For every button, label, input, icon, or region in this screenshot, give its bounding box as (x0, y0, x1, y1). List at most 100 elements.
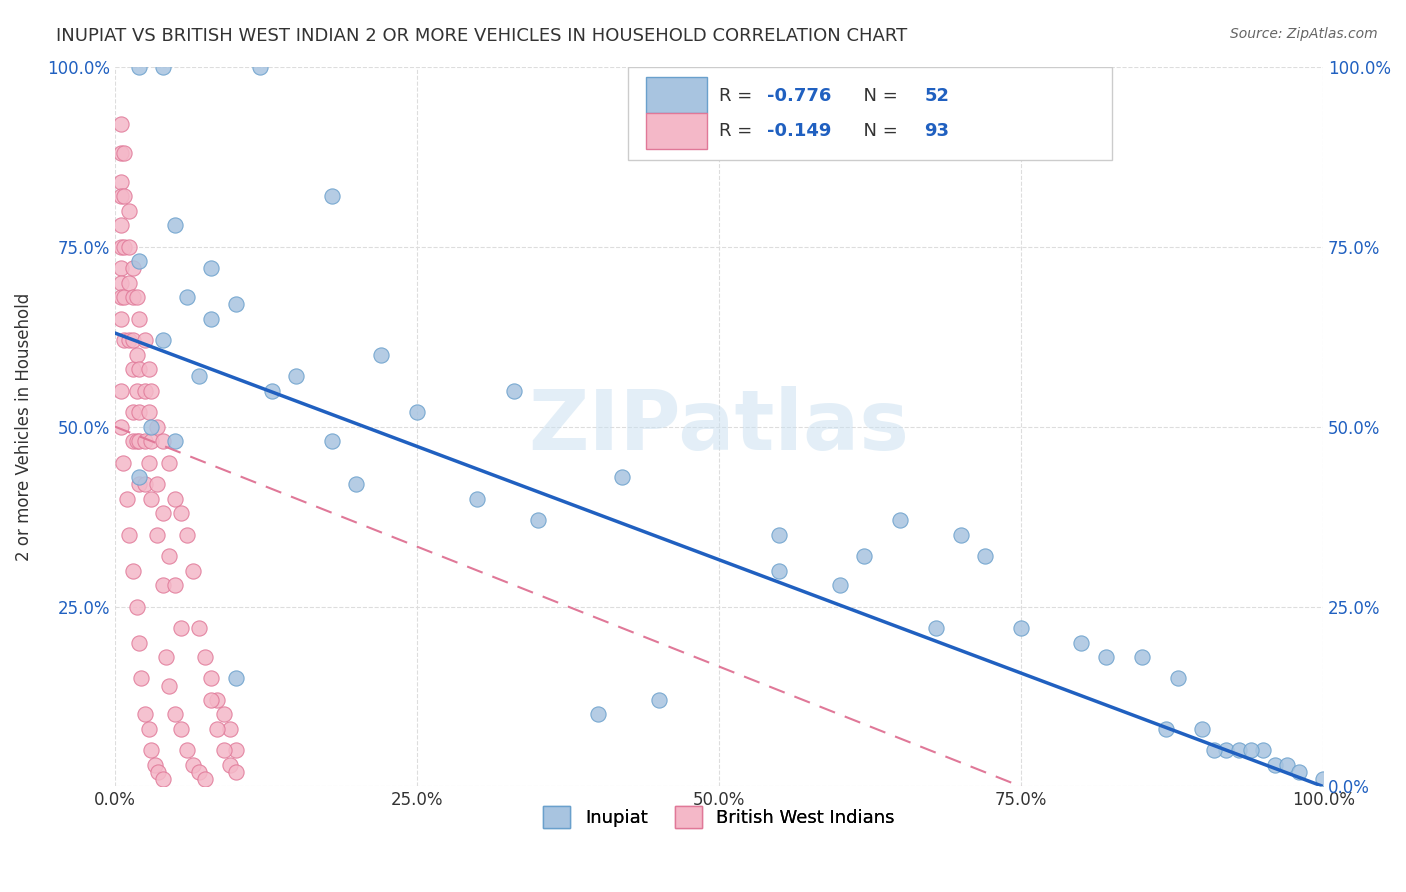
Point (110, 384, 132, 398)
Point (321, 189, 343, 203)
Point (110, 276, 132, 290)
Point (139, 419, 162, 434)
Point (122, 362, 145, 376)
Text: N =: N = (852, 122, 904, 140)
Point (128, 311, 150, 326)
Text: -0.149: -0.149 (768, 122, 832, 140)
Point (152, 578, 174, 592)
Point (612, 470, 634, 484)
Point (118, 527, 141, 541)
Point (122, 290, 145, 304)
Point (647, 693, 669, 707)
Point (157, 549, 180, 563)
Point (925, 621, 948, 635)
Point (110, 175, 132, 189)
Point (176, 527, 198, 541)
Point (146, 477, 169, 491)
Point (170, 506, 193, 520)
Text: N =: N = (852, 87, 904, 105)
Point (1264, 757, 1286, 772)
Point (122, 333, 145, 347)
Point (1288, 765, 1310, 780)
Point (225, 765, 247, 780)
Point (1094, 649, 1116, 664)
Text: ZIPatlas: ZIPatlas (529, 386, 910, 467)
Point (138, 722, 160, 736)
Point (139, 743, 162, 757)
Point (112, 239, 135, 253)
Point (112, 290, 135, 304)
Point (249, 60, 271, 74)
Point (115, 491, 138, 506)
Point (165, 578, 187, 592)
Point (128, 635, 150, 649)
Point (118, 333, 141, 347)
Point (110, 311, 132, 326)
Point (118, 239, 141, 253)
FancyBboxPatch shape (647, 78, 707, 113)
Point (152, 506, 174, 520)
Point (125, 599, 148, 614)
Point (285, 369, 308, 384)
Point (110, 419, 132, 434)
Point (1154, 722, 1177, 736)
Point (188, 621, 211, 635)
Point (125, 347, 148, 361)
Point (128, 434, 150, 448)
Point (165, 491, 187, 506)
Point (465, 491, 488, 506)
Point (128, 405, 150, 419)
Point (110, 117, 132, 131)
Point (1070, 635, 1092, 649)
Point (225, 743, 247, 757)
Point (146, 527, 169, 541)
Point (828, 578, 851, 592)
Point (118, 276, 141, 290)
Point (207, 722, 229, 736)
Point (157, 456, 180, 470)
Point (1215, 743, 1237, 757)
Point (176, 743, 198, 757)
Point (200, 672, 222, 686)
Point (125, 384, 148, 398)
Point (138, 405, 160, 419)
Point (188, 765, 211, 780)
Point (134, 707, 156, 722)
Point (165, 218, 187, 232)
Point (155, 649, 177, 664)
Point (181, 757, 204, 772)
Point (110, 218, 132, 232)
Point (176, 290, 198, 304)
Point (128, 254, 150, 268)
Point (526, 513, 548, 527)
Point (152, 333, 174, 347)
Point (1312, 772, 1334, 787)
Point (768, 564, 790, 578)
Point (110, 261, 132, 276)
Point (260, 384, 283, 398)
Point (125, 290, 148, 304)
Point (152, 434, 174, 448)
Point (218, 757, 240, 772)
Point (152, 60, 174, 74)
Point (1275, 757, 1298, 772)
Point (852, 549, 875, 563)
Point (165, 434, 187, 448)
Point (152, 772, 174, 787)
Text: Source: ZipAtlas.com: Source: ZipAtlas.com (1230, 27, 1378, 41)
Point (194, 772, 217, 787)
Point (370, 347, 392, 361)
Y-axis label: 2 or more Vehicles in Household: 2 or more Vehicles in Household (15, 293, 32, 561)
Point (225, 672, 247, 686)
Point (1239, 743, 1261, 757)
Point (768, 527, 790, 541)
Point (207, 693, 229, 707)
Point (949, 527, 972, 541)
Point (122, 434, 145, 448)
Point (188, 369, 211, 384)
Point (889, 513, 911, 527)
Point (212, 707, 235, 722)
Point (125, 434, 148, 448)
FancyBboxPatch shape (628, 67, 1112, 161)
Point (200, 311, 222, 326)
